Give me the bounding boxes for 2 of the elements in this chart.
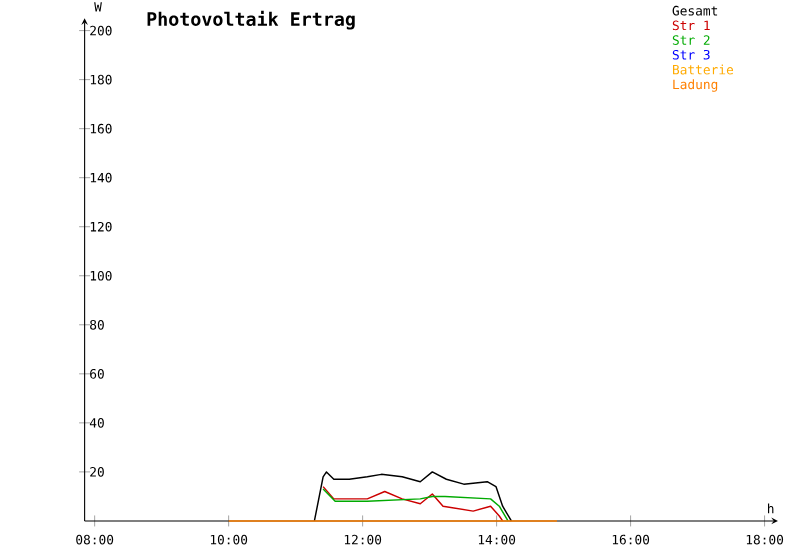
chart-title: Photovoltaik Ertrag (147, 10, 355, 30)
line-series (313, 471, 513, 522)
